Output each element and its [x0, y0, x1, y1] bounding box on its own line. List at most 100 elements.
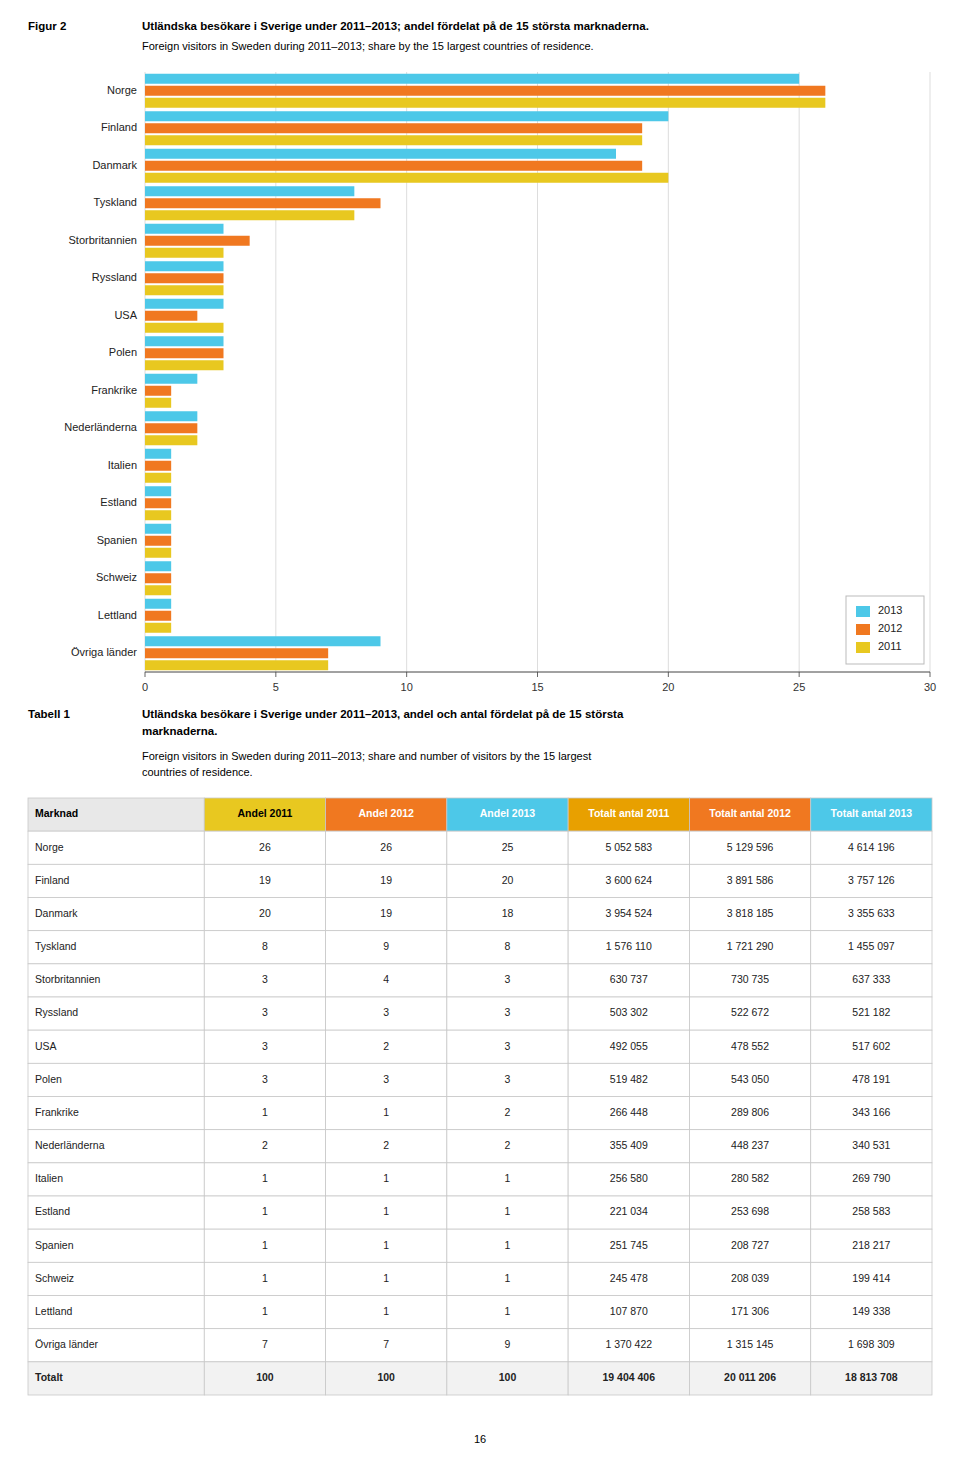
table-cell [568, 964, 689, 997]
table-cell-text: 3 [505, 1073, 511, 1085]
table-cell [204, 864, 325, 897]
table-cell [811, 1196, 932, 1229]
table-cell [326, 1329, 447, 1362]
table-cell [28, 964, 204, 997]
x-tick-label: 30 [924, 681, 936, 693]
bar [145, 261, 224, 271]
table-cell-text: 1 [383, 1239, 389, 1251]
table-title: marknaderna. [142, 725, 217, 737]
table-cell [689, 831, 810, 864]
table-cell [811, 831, 932, 864]
chart-subtitle: Foreign visitors in Sweden during 2011–2… [142, 40, 594, 52]
bar [145, 311, 197, 321]
table-cell [447, 898, 568, 931]
table-cell [447, 1163, 568, 1196]
table-cell-text: Polen [35, 1073, 62, 1085]
table-cell-text: Danmark [35, 907, 78, 919]
table-cell-text: 149 338 [852, 1305, 890, 1317]
table-cell-text: 1 [383, 1272, 389, 1284]
table-header-cell [447, 798, 568, 831]
table-cell [568, 1063, 689, 1096]
category-label: Polen [109, 346, 137, 358]
table-cell-text: 340 531 [852, 1139, 890, 1151]
table-cell [204, 931, 325, 964]
bar [145, 123, 642, 133]
x-tick [799, 672, 800, 677]
table-cell-text: 543 050 [731, 1073, 769, 1085]
table-cell-text: 3 [505, 1006, 511, 1018]
bars [145, 74, 825, 671]
legend-swatch [856, 606, 870, 617]
table-cell-text: 478 191 [852, 1073, 890, 1085]
table-header-text: Totalt antal 2012 [709, 807, 791, 819]
table-cell [568, 1030, 689, 1063]
table-cell-text: 1 576 110 [606, 940, 652, 952]
table-cell-text: 637 333 [852, 973, 890, 985]
table-cell-text: USA [35, 1040, 57, 1052]
bar [145, 561, 171, 571]
table-cell-text: 25 [502, 841, 514, 853]
table-cell-text: 1 [262, 1172, 268, 1184]
table-cell [811, 964, 932, 997]
table-cell-text: 3 [262, 1006, 268, 1018]
table-cell [326, 1262, 447, 1295]
table-cell [689, 864, 810, 897]
table-cell-text: 1 721 290 [727, 940, 774, 952]
table-cell-text: 26 [380, 841, 392, 853]
figure-label: Figur 2 [28, 20, 66, 32]
table-cell [204, 1262, 325, 1295]
table-cell-text: 8 [262, 940, 268, 952]
category-label: Tyskland [94, 196, 137, 208]
x-tick-label: 0 [142, 681, 148, 693]
bar [145, 636, 381, 646]
table-cell [568, 1262, 689, 1295]
table-cell-text: 492 055 [610, 1040, 648, 1052]
legend: 201320122011 [846, 596, 924, 664]
bar [145, 411, 197, 421]
table-header-cell [689, 798, 810, 831]
bar [145, 360, 224, 370]
table-cell [28, 1329, 204, 1362]
table-cell [811, 1362, 932, 1395]
table-cell-text: 1 698 309 [848, 1338, 895, 1350]
bar [145, 210, 354, 220]
x-tick [930, 672, 931, 677]
table-cell-text: 9 [383, 940, 389, 952]
grid-line [799, 72, 800, 672]
bar [145, 86, 825, 96]
table-cell [689, 1196, 810, 1229]
table-cell-text: 2 [383, 1040, 389, 1052]
table-cell [326, 1229, 447, 1262]
table-cell [689, 1030, 810, 1063]
x-tick-label: 5 [273, 681, 279, 693]
table-cell-text: 4 [383, 973, 389, 985]
table-cell [811, 1262, 932, 1295]
table-cell-text: Storbritannien [35, 973, 101, 985]
table-cell-text: 19 [259, 874, 271, 886]
table-cell-text: 218 217 [852, 1239, 890, 1251]
table-cell-text: 503 302 [610, 1006, 648, 1018]
table-cell-text: 19 404 406 [603, 1371, 656, 1383]
table-cell [326, 1296, 447, 1329]
bar [145, 111, 668, 121]
table-cell-text: 3 [262, 1073, 268, 1085]
table-cell-text: 1 [383, 1172, 389, 1184]
table-header-cell [326, 798, 447, 831]
table-cell [568, 1296, 689, 1329]
table-header-text: Totalt antal 2013 [831, 807, 913, 819]
table-cell [204, 831, 325, 864]
category-label: Ryssland [92, 271, 137, 283]
table-cell [447, 931, 568, 964]
table-cell-text: 3 954 524 [605, 907, 652, 919]
table-cell [689, 1296, 810, 1329]
table-cell-text: 107 870 [610, 1305, 648, 1317]
category-label: Övriga länder [71, 646, 137, 658]
table-cell-text: 100 [499, 1371, 517, 1383]
table-cell-text: 199 414 [852, 1272, 890, 1284]
table-cell-text: 18 813 708 [845, 1371, 898, 1383]
table-cell-text: 7 [383, 1338, 389, 1350]
table-cell [568, 1097, 689, 1130]
table-cell [447, 1030, 568, 1063]
table-header-cell [568, 798, 689, 831]
table-cell-text: 208 039 [731, 1272, 769, 1284]
